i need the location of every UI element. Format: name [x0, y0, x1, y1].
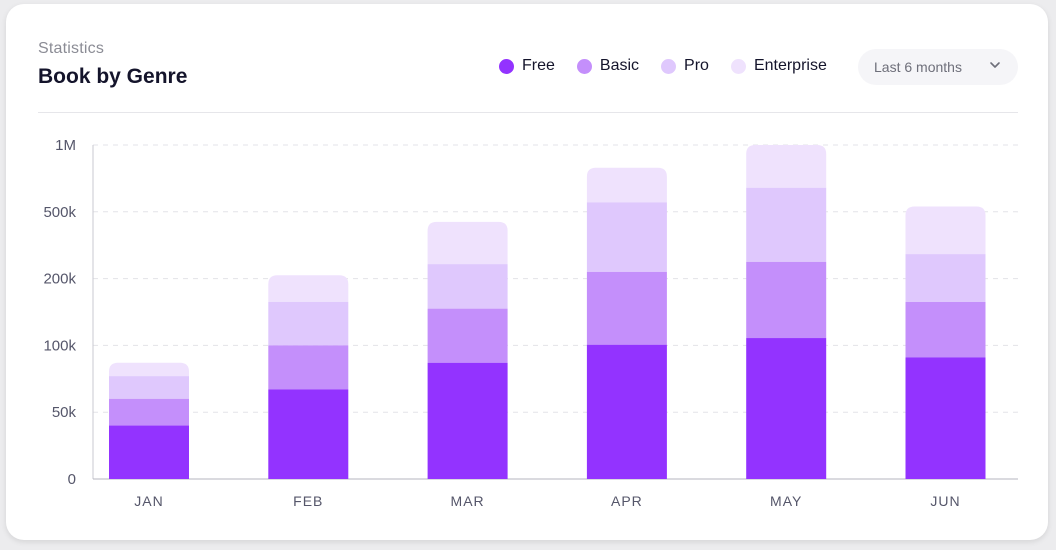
header-divider: [38, 112, 1018, 113]
legend-swatch: [499, 58, 514, 74]
bar-mar-free[interactable]: [427, 362, 508, 479]
x-tick-label: MAR: [451, 493, 485, 509]
bar-apr-enterprise[interactable]: [586, 167, 667, 203]
x-tick-label: FEB: [293, 493, 323, 509]
legend-item-enterprise: Enterprise: [730, 57, 827, 75]
bar-apr-pro[interactable]: [586, 202, 667, 272]
x-tick-label: APR: [611, 493, 643, 509]
bar-jun-pro[interactable]: [905, 254, 986, 302]
chart-legend: Free Basic Pro Enterprise: [499, 57, 827, 75]
legend-swatch: [576, 58, 592, 74]
x-tick-label: MAY: [770, 493, 802, 509]
legend-item-free: Free: [499, 57, 555, 75]
bar-may-basic[interactable]: [746, 261, 827, 339]
y-tick-label: 1M: [55, 137, 76, 154]
stacked-bar-chart: 0 50k 100k 200k 500k 1M JAN FEB MAR APR MAY JUN: [43, 137, 1018, 509]
y-tick-label: 500k: [43, 204, 76, 221]
bar-feb-enterprise[interactable]: [268, 275, 349, 302]
time-range-selected: Last 6 months: [874, 59, 962, 75]
bar-feb-free[interactable]: [268, 389, 349, 479]
bar-mar-basic[interactable]: [427, 308, 508, 363]
y-tick-label: 50k: [52, 404, 77, 421]
bar-jan-free[interactable]: [109, 425, 189, 479]
bar-may-free[interactable]: [746, 338, 827, 479]
legend-label: Basic: [599, 57, 640, 74]
legend-label: Pro: [684, 57, 709, 74]
legend-swatch: [730, 58, 746, 74]
bar-mar-enterprise[interactable]: [427, 221, 508, 265]
bar-jan-basic[interactable]: [109, 398, 189, 426]
bar-jan-pro[interactable]: [109, 376, 189, 399]
legend-item-pro: Pro: [661, 57, 709, 75]
legend-label: Free: [522, 57, 555, 74]
y-tick-label: 100k: [43, 337, 76, 354]
card-subtitle: Statistics: [38, 40, 105, 57]
chevron-down-icon: [990, 62, 1000, 68]
bar-jun-basic[interactable]: [905, 301, 986, 358]
bar-may-enterprise[interactable]: [746, 145, 827, 188]
bar-feb-pro[interactable]: [268, 301, 349, 346]
bar-jun-enterprise[interactable]: [905, 206, 986, 255]
bar-apr-free[interactable]: [586, 344, 667, 479]
bar-jan-enterprise[interactable]: [109, 362, 189, 377]
chart-card: Statistics Book by Genre Free Basic Pro Ent…: [6, 4, 1048, 540]
bar-feb-basic[interactable]: [268, 345, 349, 390]
y-tick-label: 0: [68, 471, 76, 488]
bar-may-pro[interactable]: [746, 187, 827, 262]
legend-item-basic: Basic: [576, 57, 640, 75]
legend-swatch: [661, 58, 677, 74]
bar-jun-free[interactable]: [905, 357, 986, 479]
time-range-dropdown[interactable]: Last 6 months: [858, 49, 1018, 85]
bar-apr-basic[interactable]: [586, 271, 667, 345]
bar-mar-pro[interactable]: [427, 264, 508, 309]
x-tick-label: JUN: [930, 493, 960, 509]
legend-label: Enterprise: [753, 57, 827, 74]
y-tick-label: 200k: [43, 271, 76, 288]
x-tick-label: JAN: [134, 493, 163, 509]
card-title: Book by Genre: [38, 65, 188, 88]
